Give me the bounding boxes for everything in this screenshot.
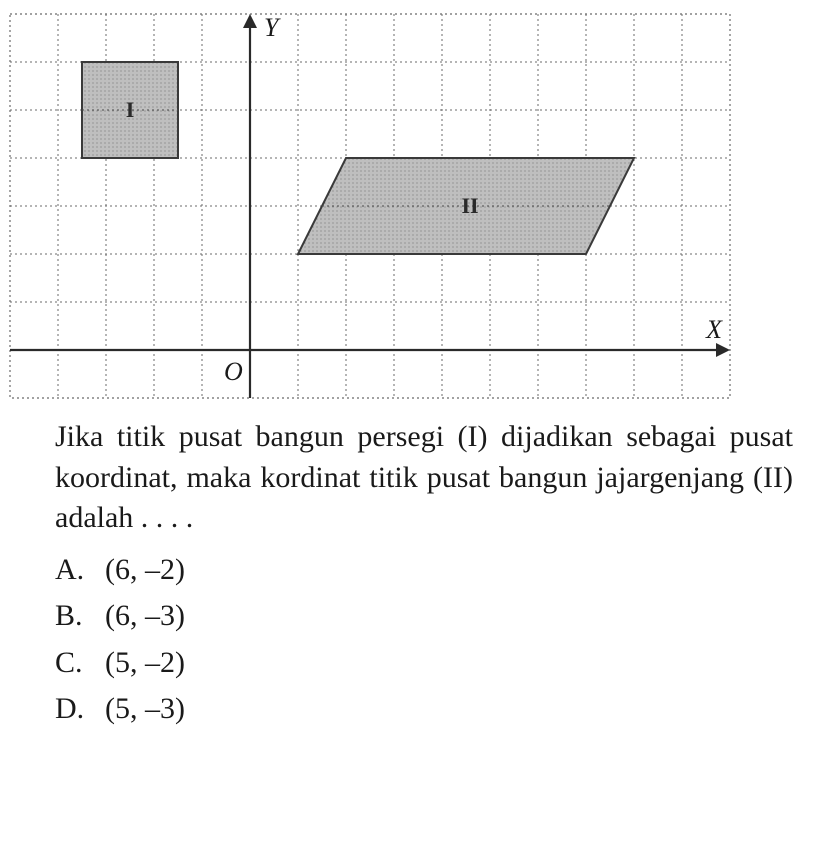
option-value: (6, –3)	[105, 593, 185, 640]
option-letter: A.	[55, 547, 105, 594]
svg-text:Y: Y	[264, 13, 281, 42]
option-d: D. (5, –3)	[55, 686, 793, 733]
coordinate-grid-figure: IIIYXO	[0, 10, 833, 402]
answer-options: A. (6, –2) B. (6, –3) C. (5, –2) D. (5, …	[0, 539, 833, 733]
option-letter: D.	[55, 686, 105, 733]
svg-text:I: I	[126, 97, 135, 122]
svg-text:II: II	[461, 193, 478, 218]
option-c: C. (5, –2)	[55, 640, 793, 687]
option-value: (5, –3)	[105, 686, 185, 733]
option-value: (5, –2)	[105, 640, 185, 687]
option-letter: C.	[55, 640, 105, 687]
option-letter: B.	[55, 593, 105, 640]
option-b: B. (6, –3)	[55, 593, 793, 640]
option-a: A. (6, –2)	[55, 547, 793, 594]
option-value: (6, –2)	[105, 547, 185, 594]
svg-text:O: O	[224, 357, 243, 386]
svg-text:X: X	[705, 315, 723, 344]
question-text: Jika titik pusat bangun persegi (I) dija…	[0, 417, 833, 539]
